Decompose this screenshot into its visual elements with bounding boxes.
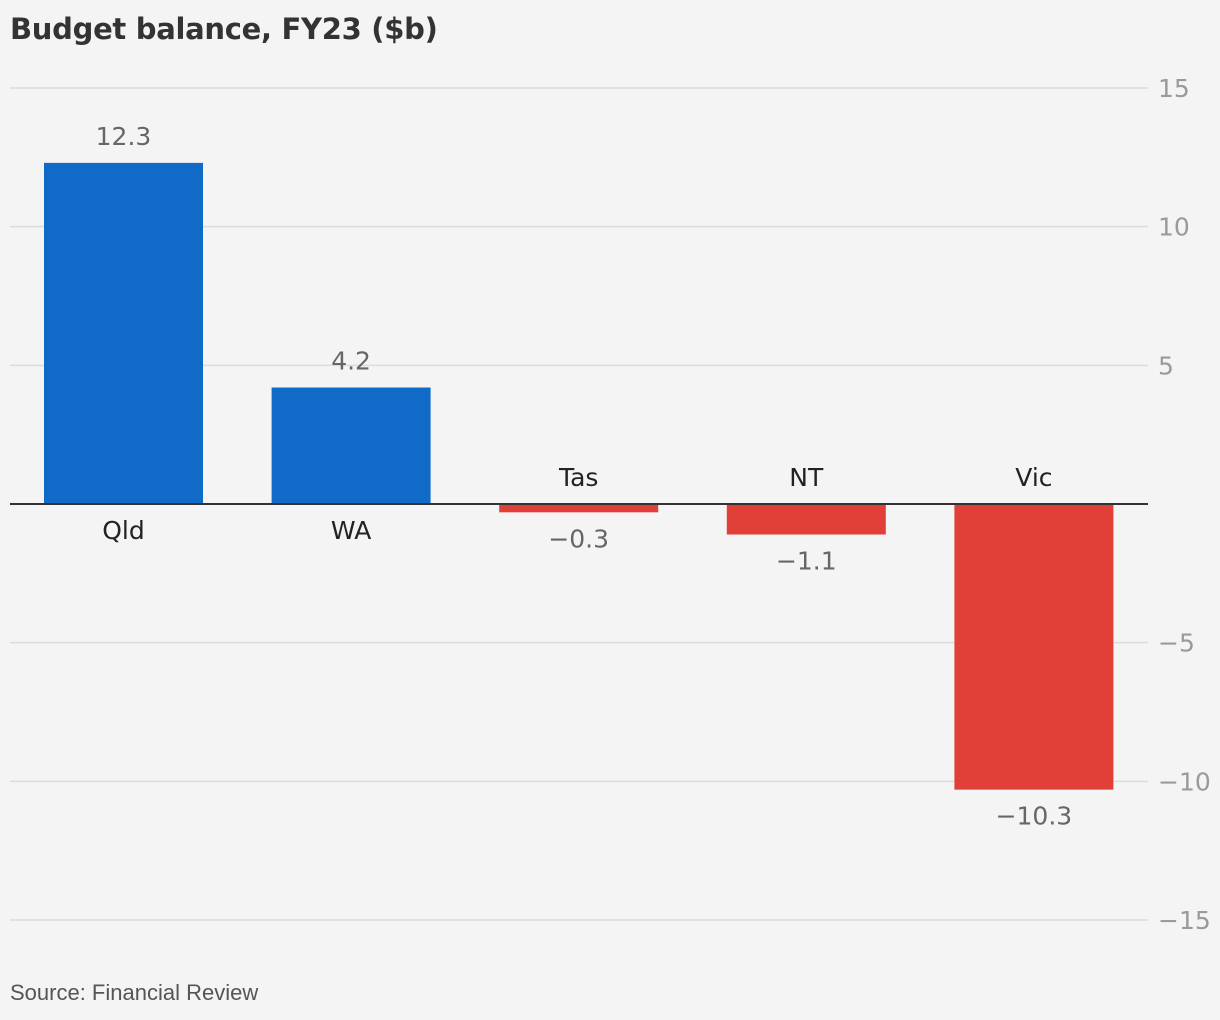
category-label: NT — [789, 463, 824, 492]
bar-labels: Qld 12.3 WA 4.2 Tas −0.3 NT −1.1 Vic −10.3 — [96, 122, 1073, 831]
bars — [44, 162, 1114, 790]
value-label: −1.1 — [776, 547, 837, 576]
y-tick-label: 5 — [1158, 351, 1174, 380]
category-label: Vic — [1015, 463, 1052, 492]
value-label: −0.3 — [548, 524, 609, 553]
value-label: 12.3 — [96, 122, 152, 151]
y-tick-label: 10 — [1158, 213, 1190, 242]
bar-wa — [271, 387, 431, 504]
bar-tas — [499, 504, 659, 513]
source-note: Source: Financial Review — [10, 980, 259, 1005]
category-label: Tas — [558, 463, 598, 492]
bar-qld — [44, 162, 203, 504]
bar-vic — [954, 504, 1114, 790]
value-label: 4.2 — [331, 347, 371, 376]
y-tick-label: −5 — [1158, 629, 1195, 658]
value-label: −10.3 — [996, 802, 1073, 831]
category-label: Qld — [102, 516, 145, 545]
y-tick-label: −15 — [1158, 906, 1211, 935]
chart-title: Budget balance, FY23 ($b) — [10, 12, 438, 46]
y-tick-label: −10 — [1158, 767, 1211, 796]
y-tick-label: 15 — [1158, 74, 1190, 103]
category-label: WA — [331, 516, 371, 545]
bar-nt — [726, 504, 886, 535]
y-axis-ticks: 15 10 5 −5 −10 −15 — [1158, 74, 1211, 935]
